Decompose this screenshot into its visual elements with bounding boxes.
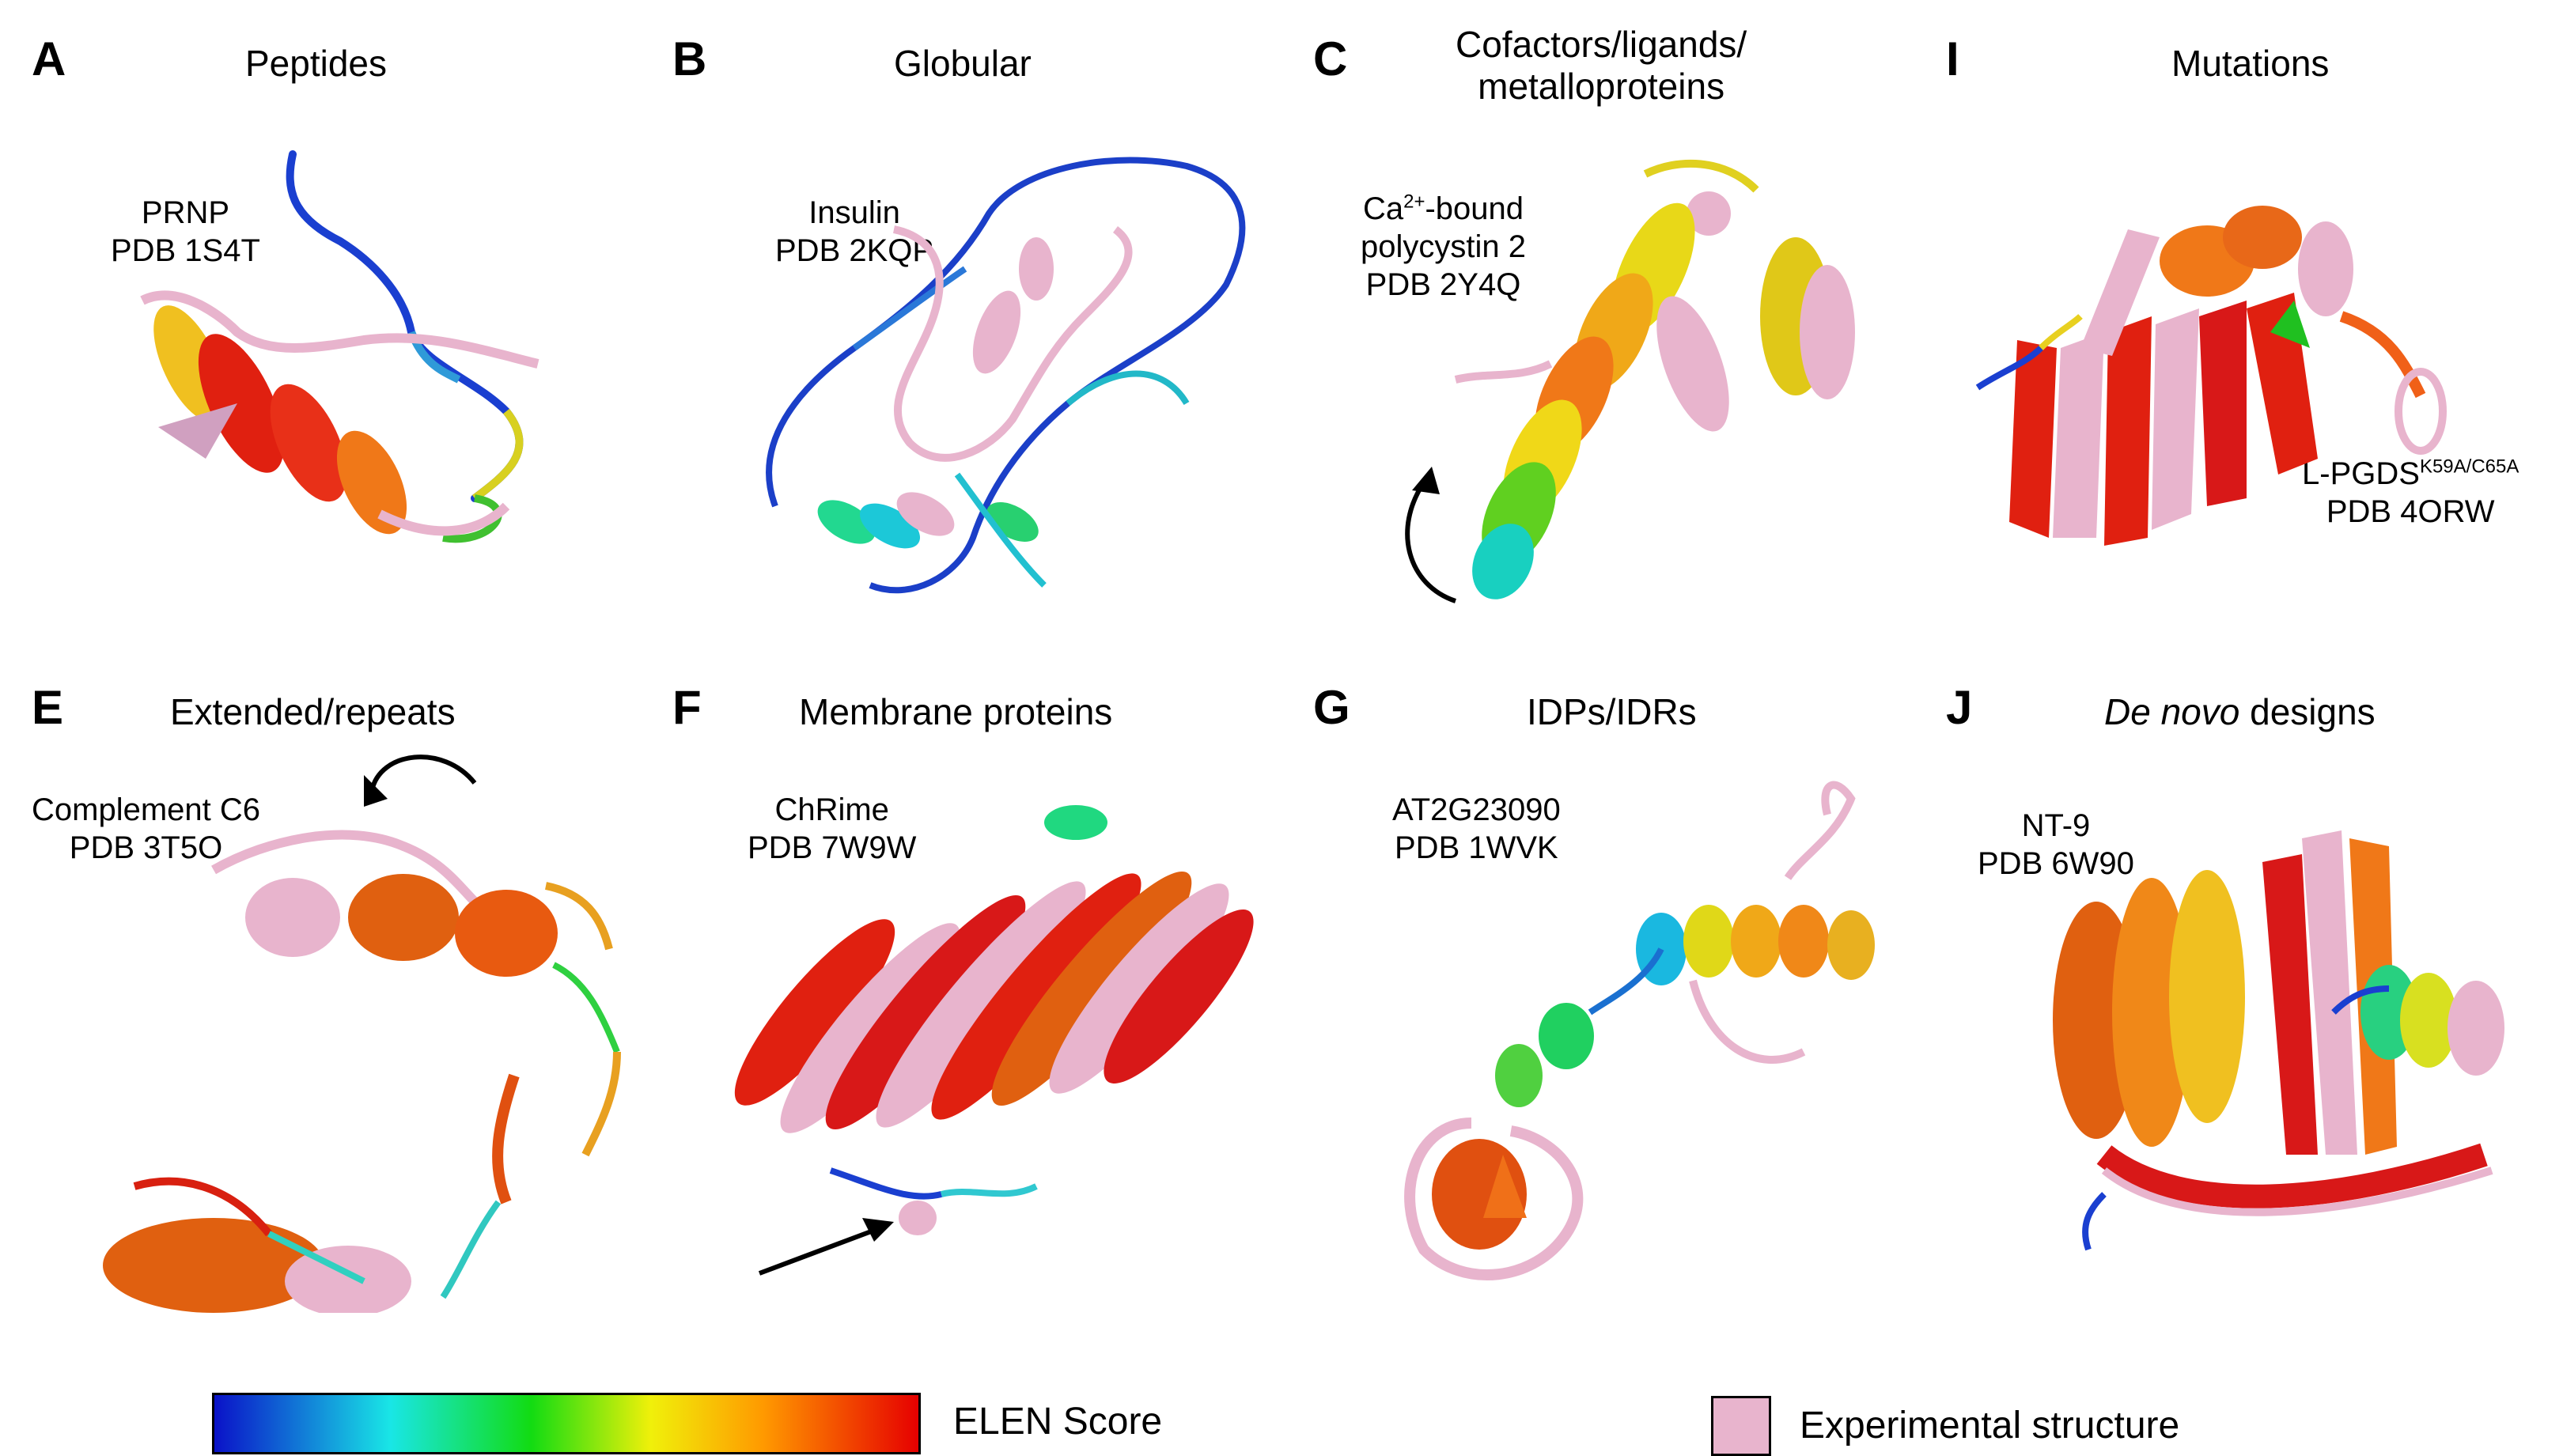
globular-structure <box>766 157 1246 594</box>
panel-e: E Extended/repeats Complement C6 PDB 3T5… <box>32 680 672 1313</box>
cofactor-structure <box>1405 159 1855 603</box>
panel-title: De novo designs <box>2104 691 2376 732</box>
panel-b: B Globular Insulin PDB 2KQP <box>672 32 1313 664</box>
protein-label: Ca2+-bound polycystin 2 PDB 2Y4Q <box>1361 191 1526 302</box>
experimental-structure-swatch <box>1711 1396 1771 1456</box>
rotation-arrow <box>369 754 477 792</box>
panel-title: Globular <box>894 43 1032 84</box>
panel-label: I <box>1946 32 1959 85</box>
denovo-structure <box>2053 830 2504 1251</box>
panel-title: Peptides <box>245 43 388 84</box>
protein-label: AT2G23090 PDB 1WVK <box>1392 792 1561 865</box>
panel-j: J De novo designs NT-9 PDB 6W90 <box>1946 680 2563 1313</box>
protein-label: Complement C6 PDB 3T5O <box>32 792 261 865</box>
mutation-structure <box>1975 206 2447 546</box>
panel-title: Cofactors/ligands/ metalloproteins <box>1456 24 1747 107</box>
peptide-structure <box>140 150 539 543</box>
protein-label: Insulin PDB 2KQP <box>775 195 934 268</box>
rotation-arrow <box>1405 481 1456 603</box>
panel-label: F <box>672 681 702 734</box>
panel-label: G <box>1313 681 1350 734</box>
elen-score-colorbar <box>212 1393 921 1454</box>
idp-structure <box>1404 781 1875 1281</box>
panel-label: A <box>32 32 66 85</box>
panel-f: F Membrane proteins ChRime PDB 7W9W <box>672 680 1313 1313</box>
panel-label: J <box>1946 681 1973 734</box>
membrane-structure <box>734 805 1254 1276</box>
panel-label: E <box>32 681 64 734</box>
panel-g: G IDPs/IDRs AT2G23090 PDB 1WVK <box>1313 680 1954 1313</box>
extended-structure <box>103 754 621 1313</box>
elen-score-label: ELEN Score <box>953 1401 1163 1443</box>
panel-i: I Mutations L-PGDSK59A/C65A PDB 4ORW <box>1946 32 2563 664</box>
protein-label: PRNP PDB 1S4T <box>111 195 260 268</box>
panel-title: Mutations <box>2171 43 2330 84</box>
panel-title: Extended/repeats <box>170 691 456 732</box>
pointer-arrow <box>758 1223 888 1276</box>
panel-label: B <box>672 32 707 85</box>
panel-c: C Cofactors/ligands/ metalloproteins Ca2… <box>1313 24 1954 664</box>
panel-title: Membrane proteins <box>799 691 1113 732</box>
panel-a: A Peptides PRNP PDB 1S4T <box>32 32 672 664</box>
protein-label: ChRime PDB 7W9W <box>748 792 917 865</box>
panel-title: IDPs/IDRs <box>1527 691 1697 732</box>
panel-label: C <box>1313 32 1348 85</box>
protein-label: L-PGDSK59A/C65A PDB 4ORW <box>2302 456 2519 529</box>
protein-label: NT-9 PDB 6W90 <box>1978 808 2134 881</box>
experimental-structure-label: Experimental structure <box>1800 1405 2180 1447</box>
